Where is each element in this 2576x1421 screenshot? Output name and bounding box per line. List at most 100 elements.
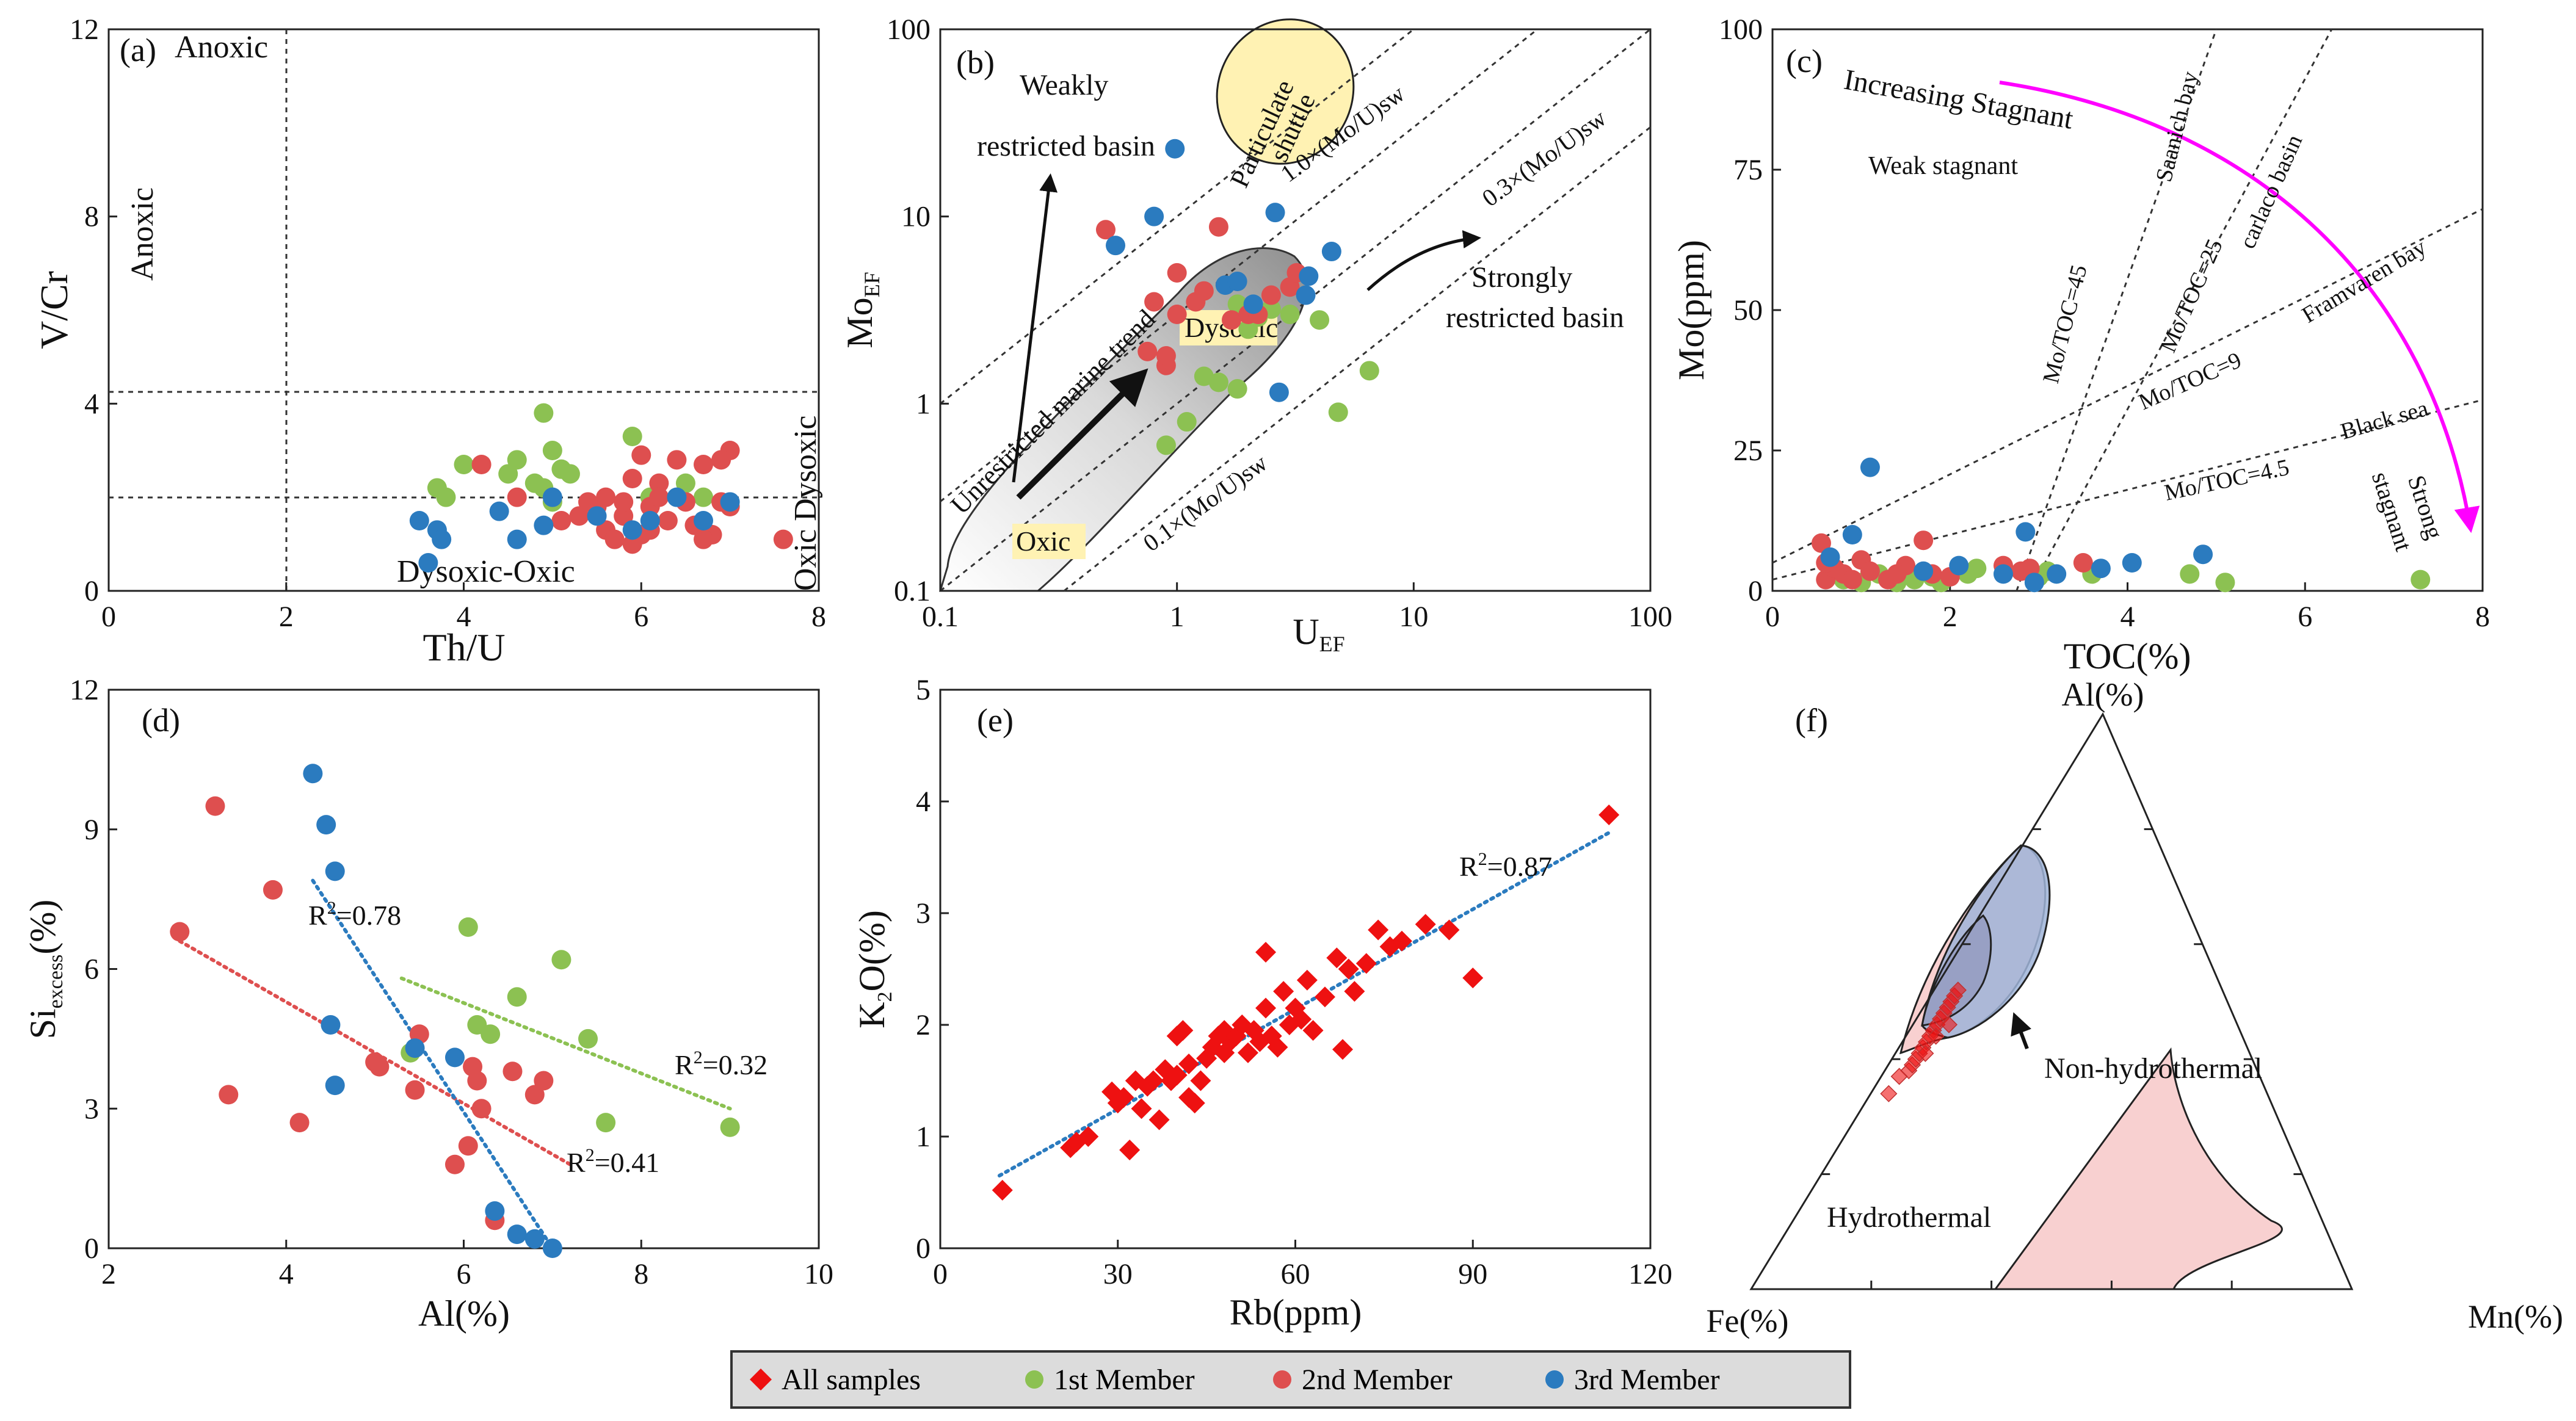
point-all [1302, 1020, 1324, 1041]
legend-canvas: All samples 1st Member 2nd Member 3rd Me… [750, 1364, 1720, 1396]
point-first [720, 1117, 740, 1137]
panel-c-ylabel: Mo(ppm) [1671, 240, 1711, 380]
panel-f-ticks [1821, 828, 2302, 1289]
point-first [1967, 559, 1987, 579]
y-tick-label: 5 [916, 674, 931, 706]
point-first [454, 455, 474, 474]
legend-all-label: All samples [782, 1364, 921, 1396]
panel-e-ylabel: K2O(%) [852, 910, 896, 1029]
point-third [1949, 555, 1969, 576]
x-tick-label: 10 [1399, 601, 1428, 633]
point-second [1208, 217, 1228, 237]
y-tick-label: 75 [1733, 154, 1763, 186]
point-second [405, 1080, 425, 1100]
y-tick-label: 1 [916, 388, 931, 420]
point-second [205, 796, 225, 816]
panel-c-r45b-label: Mo/TOC=4.5 [2162, 455, 2291, 506]
point-second [263, 880, 283, 900]
y-tick-label: 0.1 [894, 575, 931, 607]
y-tick-label: 2 [916, 1009, 931, 1041]
panel-b-strong-line2: restricted basin [1446, 302, 1624, 334]
point-second [1914, 530, 1934, 551]
point-all [1391, 930, 1412, 952]
panel-c-framvaren-label: Framvaren bay [2298, 234, 2431, 328]
ratio-line [1063, 126, 1651, 592]
point-all [1078, 1126, 1099, 1147]
point-third [720, 492, 740, 512]
point-third [2091, 559, 2111, 579]
panel-d-ylabel: Siexcess(%) [23, 900, 67, 1040]
legend-item-third: 3rd Member [1545, 1364, 1720, 1396]
point-second [578, 492, 598, 512]
point-first [524, 473, 545, 493]
panel-f-vertex-left: Fe(%) [1707, 1303, 1789, 1339]
x-tick-label: 0 [101, 601, 116, 633]
legend-third-marker [1545, 1370, 1564, 1389]
point-second [614, 492, 634, 512]
panel-a-label-right: Oxic Dysoxic [788, 416, 823, 591]
point-third [405, 1038, 425, 1058]
point-first [534, 403, 554, 423]
point-second [773, 529, 793, 549]
point-second [1137, 341, 1158, 361]
point-second [631, 445, 651, 465]
point-all [1166, 1065, 1188, 1086]
x-tick-label: 100 [1628, 601, 1672, 633]
point-third [1860, 457, 1880, 477]
x-tick-label: 8 [811, 601, 826, 633]
panel-c-r45-label: Mo/TOC=45 [2038, 262, 2092, 386]
point-third [2193, 544, 2213, 565]
panel-d-fit-first-label: R2=0.32 [675, 1047, 767, 1080]
point-second [444, 1154, 465, 1174]
y-tick-label: 1 [916, 1121, 931, 1153]
point-all [1940, 1016, 1958, 1033]
point-first [1280, 305, 1300, 325]
panel-a-ylabel: V/Cr [32, 271, 76, 349]
point-third [667, 487, 687, 507]
panel-b-line03-label: 0.3×(Mo/U)sw [1477, 104, 1611, 212]
x-tick-label: 60 [1281, 1258, 1310, 1290]
point-third [418, 553, 438, 573]
point-third [2015, 522, 2036, 542]
point-second [503, 1061, 523, 1082]
ratio-line [940, 28, 1415, 405]
y-tick-label: 9 [84, 814, 99, 846]
panel-e: (e) R2=0.87 0 30 60 90 120 0 1 2 3 4 5 Rb(ppm) K2O… [852, 674, 1672, 1332]
point-first [675, 473, 695, 493]
y-tick-label: 8 [84, 201, 99, 233]
point-third [1243, 294, 1263, 314]
panel-c-letter: (c) [1786, 43, 1823, 79]
point-second [1860, 561, 1880, 581]
panel-e-letter: (e) [977, 702, 1014, 739]
point-all [1338, 958, 1359, 980]
point-all [1949, 982, 1967, 999]
panel-f-vertex-right: Mn(%) [2468, 1298, 2563, 1335]
panel-f-letter: (f) [1795, 702, 1828, 739]
y-tick-label: 25 [1733, 435, 1763, 467]
panel-f-hydro-label: Hydrothermal [1827, 1201, 1991, 1234]
panel-a-label-top: Anoxic [175, 30, 268, 65]
point-third [321, 1015, 341, 1035]
point-third [694, 511, 714, 530]
point-second [1887, 564, 1907, 584]
panel-c-reference-lines [1772, 29, 2483, 591]
panel-b-strong-line1: Strongly [1471, 261, 1572, 294]
mo-toc-line [2029, 29, 2333, 591]
panel-d: (d) R2=0.78 R2=0.32 R2=0.41 2 4 6 8 10 0 3 6 9 12… [23, 674, 833, 1334]
point-second [1156, 346, 1176, 366]
point-third [622, 520, 642, 540]
x-tick-label: 6 [2298, 601, 2312, 633]
mo-toc-line [1772, 399, 2483, 581]
point-all [1368, 919, 1389, 941]
point-second [649, 487, 669, 507]
x-tick-label: 6 [634, 601, 648, 633]
panel-d-letter: (d) [142, 702, 180, 739]
point-second [694, 529, 714, 549]
point-second [694, 455, 714, 474]
y-tick-label: 0 [1748, 575, 1763, 607]
point-second [596, 487, 616, 507]
point-second [667, 450, 687, 470]
point-third [1227, 272, 1247, 292]
y-tick-label: 0 [84, 1232, 99, 1265]
point-all [1314, 986, 1335, 1008]
